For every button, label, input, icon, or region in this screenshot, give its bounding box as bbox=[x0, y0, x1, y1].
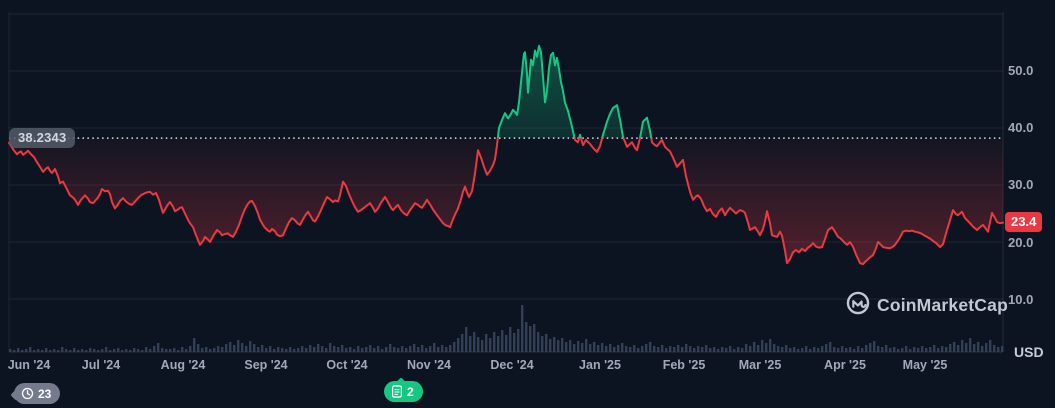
price-line-down-segment bbox=[8, 138, 1004, 266]
volume-bars bbox=[9, 305, 1004, 352]
y-tick-label: 10.0 bbox=[1008, 292, 1034, 307]
reference-price-label: 38.2343 bbox=[9, 128, 76, 148]
x-tick-label: Jul '24 bbox=[81, 358, 121, 372]
current-price-badge: 23.4 bbox=[1005, 212, 1043, 232]
y-axis-unit-label: USD bbox=[1014, 344, 1044, 360]
x-tick-label: Dec '24 bbox=[490, 358, 534, 372]
y-tick-label: 50.0 bbox=[1008, 63, 1034, 78]
news-events-badge[interactable]: 2 bbox=[384, 381, 423, 402]
x-tick-label: Jun '24 bbox=[7, 358, 51, 372]
area-fill-below-reference bbox=[9, 138, 1003, 265]
coinmarketcap-logo-icon bbox=[846, 291, 870, 320]
x-tick-label: Feb '25 bbox=[662, 358, 706, 372]
y-tick-label: 40.0 bbox=[1008, 120, 1034, 135]
news-document-icon bbox=[391, 385, 403, 398]
history-events-count: 23 bbox=[38, 386, 52, 401]
x-tick-label: Sep '24 bbox=[244, 358, 288, 372]
x-tick-label: Aug '24 bbox=[160, 358, 206, 372]
x-tick-label: Nov '24 bbox=[407, 358, 451, 372]
x-tick-label: May '25 bbox=[902, 358, 948, 372]
y-tick-label: 30.0 bbox=[1008, 177, 1034, 192]
area-fill-above-reference bbox=[497, 45, 652, 139]
x-tick-label: Jan '25 bbox=[579, 358, 621, 372]
coinmarketcap-watermark-text: CoinMarketCap bbox=[877, 295, 1008, 315]
news-events-count: 2 bbox=[407, 384, 414, 399]
clock-history-icon bbox=[21, 387, 34, 400]
x-tick-label: Apr '25 bbox=[824, 358, 866, 372]
coinmarketcap-watermark: CoinMarketCap bbox=[846, 291, 1008, 320]
y-tick-label: 20.0 bbox=[1008, 235, 1034, 250]
x-tick-label: Mar '25 bbox=[738, 358, 782, 372]
x-tick-label: Oct '24 bbox=[326, 358, 368, 372]
history-events-badge[interactable]: 23 bbox=[14, 383, 61, 404]
